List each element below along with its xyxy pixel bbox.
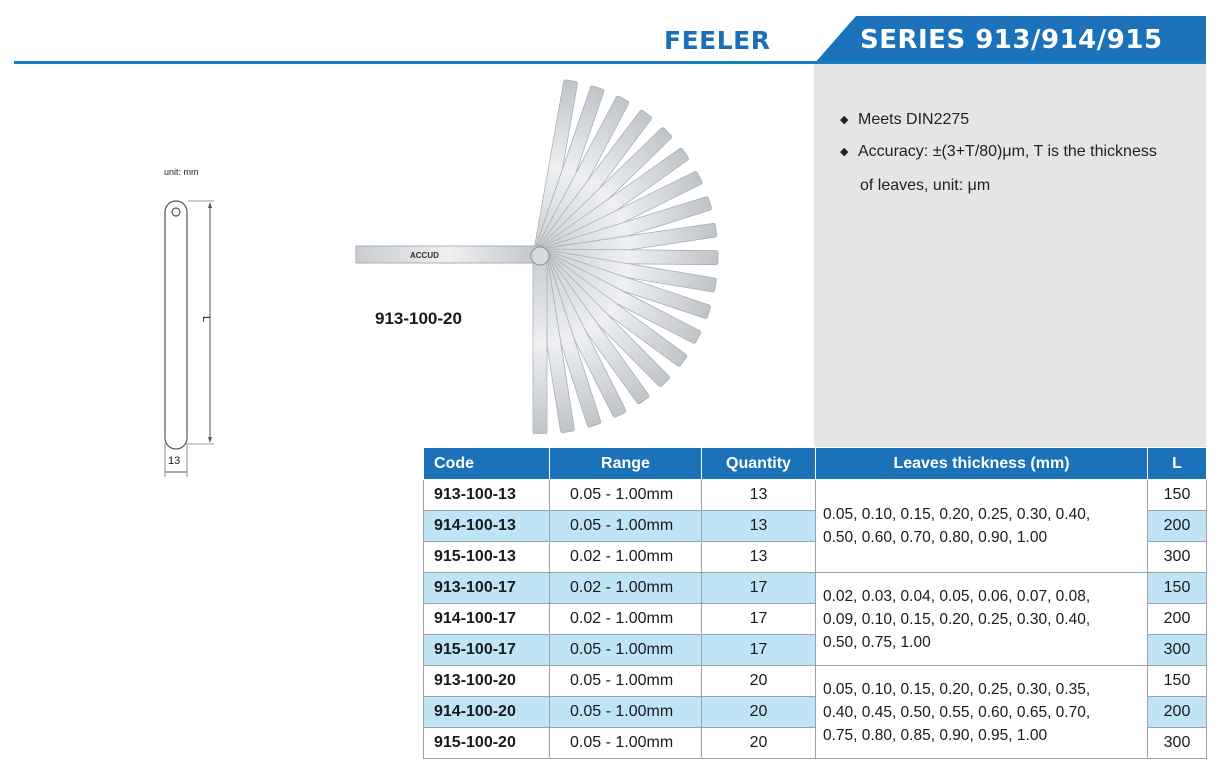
cell-quantity: 13 bbox=[701, 541, 816, 573]
cell-quantity: 20 bbox=[701, 665, 816, 697]
bullet-icon: ◆ bbox=[840, 114, 849, 126]
cell-leaves: 0.02, 0.03, 0.04, 0.05, 0.06, 0.07, 0.08… bbox=[815, 572, 1148, 666]
cell-code: 914-100-17 bbox=[423, 603, 550, 635]
cell-code: 914-100-20 bbox=[423, 696, 550, 728]
cell-quantity: 13 bbox=[701, 510, 816, 542]
cell-range: 0.05 - 1.00mm bbox=[549, 634, 702, 666]
series-banner-shape bbox=[814, 16, 1206, 64]
features-panel bbox=[814, 64, 1206, 448]
gauge-leaf bbox=[532, 255, 548, 435]
feature-item-accuracy-cont: of leaves, unit: μm bbox=[860, 177, 991, 194]
feature-text: Meets DIN2275 bbox=[858, 111, 970, 128]
table-row: 915-100-20 0.05 - 1.00mm 20 300 bbox=[423, 727, 1207, 759]
leaves-line: 0.50, 0.75, 1.00 bbox=[823, 633, 931, 651]
cell-code: 915-100-20 bbox=[423, 727, 550, 759]
header-feeler-title: FEELER bbox=[664, 26, 771, 55]
feature-item-din: ◆ Meets DIN2275 bbox=[840, 104, 969, 136]
cell-code: 914-100-13 bbox=[423, 510, 550, 542]
brand-mark: ACCUD bbox=[410, 251, 439, 260]
leaves-line: 0.05, 0.10, 0.15, 0.20, 0.25, 0.30, 0.40… bbox=[823, 506, 1091, 523]
header-range: Range bbox=[549, 447, 702, 480]
cell-code: 913-100-13 bbox=[423, 479, 550, 511]
table-row: 915-100-17 0.05 - 1.00mm 17 300 bbox=[423, 634, 1207, 666]
cell-code: 915-100-17 bbox=[423, 634, 550, 666]
cell-range: 0.05 - 1.00mm bbox=[549, 665, 702, 697]
table-row: 914-100-20 0.05 - 1.00mm 20 200 bbox=[423, 696, 1207, 728]
width-label: 13 bbox=[168, 455, 181, 467]
cell-length: 300 bbox=[1147, 634, 1207, 666]
cell-range: 0.05 - 1.00mm bbox=[549, 696, 702, 728]
header-leaves-thickness: Leaves thickness (mm) bbox=[815, 447, 1148, 480]
length-label: L bbox=[200, 315, 213, 323]
cell-leaves: 0.05, 0.10, 0.15, 0.20, 0.25, 0.30, 0.40… bbox=[815, 479, 1148, 573]
header-length: L bbox=[1147, 447, 1207, 480]
cell-length: 200 bbox=[1147, 603, 1207, 635]
leaves-line: 0.05, 0.10, 0.15, 0.20, 0.25, 0.30, 0.35… bbox=[823, 680, 1091, 698]
table-row: 913-100-20 0.05 - 1.00mm 20 0.05, 0.10, … bbox=[423, 665, 1207, 759]
header-quantity: Quantity bbox=[701, 447, 816, 480]
cell-length: 150 bbox=[1147, 572, 1207, 604]
cell-length: 300 bbox=[1147, 727, 1207, 759]
cell-length: 200 bbox=[1147, 510, 1207, 542]
header-code: Code bbox=[423, 447, 550, 480]
cell-quantity: 17 bbox=[701, 572, 816, 604]
feeler-gauge-image: ACCUD bbox=[350, 74, 730, 439]
cell-range: 0.05 - 1.00mm bbox=[549, 510, 702, 542]
cell-quantity: 20 bbox=[701, 727, 816, 759]
bullet-icon: ◆ bbox=[840, 146, 849, 158]
cell-length: 150 bbox=[1147, 479, 1207, 511]
feature-text: Accuracy: ±(3+T/80)μm, T is the thicknes… bbox=[858, 143, 1157, 160]
header-series-banner: SERIES 913/914/915 bbox=[814, 16, 1206, 64]
cell-range: 0.02 - 1.00mm bbox=[549, 603, 702, 635]
leaves-line: 0.40, 0.45, 0.50, 0.55, 0.60, 0.65, 0.70… bbox=[823, 703, 1091, 721]
cell-length: 300 bbox=[1147, 541, 1207, 573]
header-rule bbox=[14, 61, 1206, 64]
cell-quantity: 20 bbox=[701, 696, 816, 728]
cell-range: 0.05 - 1.00mm bbox=[549, 479, 702, 511]
cell-range: 0.02 - 1.00mm bbox=[549, 541, 702, 573]
table-header-row: Code Range Quantity Leaves thickness (mm… bbox=[423, 447, 1207, 480]
table-row: 913-100-13 0.05 - 1.00mm 13 0.05, 0.10, … bbox=[423, 479, 1207, 573]
leaves-line: 0.50, 0.60, 0.70, 0.80, 0.90, 1.00 bbox=[823, 529, 1048, 546]
unit-label: unit: mm bbox=[164, 167, 199, 177]
cell-range: 0.02 - 1.00mm bbox=[549, 572, 702, 604]
cell-code: 913-100-20 bbox=[423, 665, 550, 697]
table-row: 915-100-13 0.02 - 1.00mm 13 300 bbox=[423, 541, 1207, 573]
spec-table: Code Range Quantity Leaves thickness (mm… bbox=[423, 447, 1207, 759]
leaves-line: 0.02, 0.03, 0.04, 0.05, 0.06, 0.07, 0.08… bbox=[823, 587, 1091, 605]
feature-item-accuracy: ◆ Accuracy: ±(3+T/80)μm, T is the thickne… bbox=[840, 136, 1157, 168]
leaves-line: 0.09, 0.10, 0.15, 0.20, 0.25, 0.30, 0.40… bbox=[823, 610, 1091, 628]
cell-range: 0.05 - 1.00mm bbox=[549, 727, 702, 759]
cell-leaves: 0.05, 0.10, 0.15, 0.20, 0.25, 0.30, 0.35… bbox=[815, 665, 1148, 759]
product-code-label: 913-100-20 bbox=[375, 309, 462, 328]
leaves-line: 0.75, 0.80, 0.85, 0.90, 0.95, 1.00 bbox=[823, 726, 1048, 744]
cell-length: 200 bbox=[1147, 696, 1207, 728]
cell-quantity: 17 bbox=[701, 634, 816, 666]
cell-length: 150 bbox=[1147, 665, 1207, 697]
table-row: 913-100-17 0.02 - 1.00mm 17 0.02, 0.03, … bbox=[423, 572, 1207, 666]
table-row: 914-100-13 0.05 - 1.00mm 13 200 bbox=[423, 510, 1207, 542]
leaf-dimension-drawing: L 13 bbox=[158, 195, 228, 485]
table-row: 914-100-17 0.02 - 1.00mm 17 200 bbox=[423, 603, 1207, 635]
cell-quantity: 13 bbox=[701, 479, 816, 511]
cell-quantity: 17 bbox=[701, 603, 816, 635]
cell-code: 915-100-13 bbox=[423, 541, 550, 573]
cell-code: 913-100-17 bbox=[423, 572, 550, 604]
series-title: SERIES 913/914/915 bbox=[860, 25, 1163, 55]
